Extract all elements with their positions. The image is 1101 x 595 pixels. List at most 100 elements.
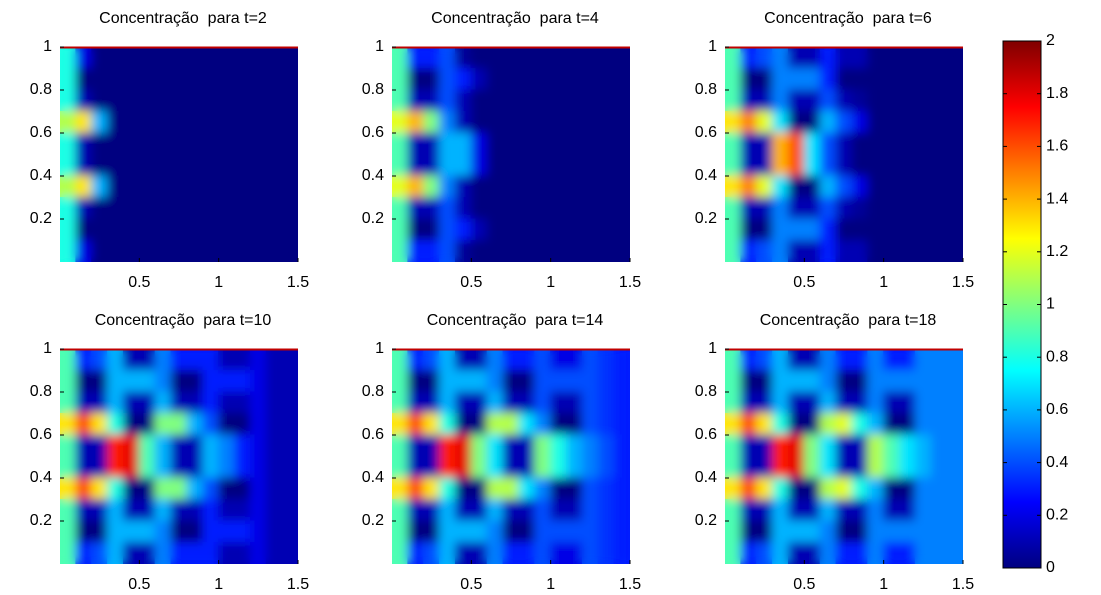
cell <box>502 197 520 220</box>
cell <box>772 197 789 220</box>
cell <box>486 89 504 112</box>
cell <box>407 456 425 479</box>
cell <box>423 391 441 414</box>
cell <box>202 413 220 436</box>
cell <box>154 197 172 220</box>
cell <box>867 434 885 457</box>
cell <box>772 456 789 479</box>
cell <box>60 68 77 91</box>
cell <box>281 391 298 414</box>
cell <box>234 542 251 564</box>
x-tick-label: 1.5 <box>952 274 974 291</box>
cell <box>281 154 298 177</box>
cell <box>392 477 409 500</box>
cell <box>787 68 805 91</box>
cell <box>454 89 472 112</box>
cell <box>851 499 869 522</box>
cell <box>218 542 236 564</box>
cell <box>803 520 821 543</box>
cell <box>407 542 425 564</box>
y-tick-label: 0.4 <box>30 167 52 184</box>
cell <box>946 197 963 220</box>
cell <box>265 132 283 155</box>
cell <box>597 218 615 241</box>
cell <box>756 175 774 198</box>
cell <box>186 477 204 500</box>
cell <box>566 499 583 522</box>
cell <box>867 218 885 241</box>
cell <box>234 349 251 371</box>
cell <box>75 111 93 134</box>
cell <box>281 197 298 220</box>
cell <box>725 175 742 198</box>
cell <box>186 349 204 371</box>
cell <box>581 111 599 134</box>
cell <box>883 413 901 436</box>
cell <box>867 349 885 371</box>
cell <box>202 542 220 564</box>
cell <box>454 154 472 177</box>
cell <box>423 47 441 69</box>
cell <box>454 240 472 262</box>
cell <box>154 434 172 457</box>
cell <box>946 391 963 414</box>
cell <box>75 132 93 155</box>
cell <box>439 456 456 479</box>
cell <box>423 111 441 134</box>
cell <box>392 154 409 177</box>
cell <box>518 520 536 543</box>
cell <box>803 499 821 522</box>
cell <box>122 520 140 543</box>
cell <box>835 197 853 220</box>
cell <box>138 47 156 69</box>
cell <box>597 197 615 220</box>
cell <box>281 175 298 198</box>
cell <box>787 240 805 262</box>
cell <box>470 218 488 241</box>
cell <box>218 370 236 393</box>
cell <box>454 68 472 91</box>
cell <box>518 499 536 522</box>
cell <box>423 542 441 564</box>
cell <box>486 413 504 436</box>
y-tick-label: 0.8 <box>362 81 384 98</box>
cell <box>234 218 251 241</box>
cell <box>819 47 837 69</box>
cell <box>725 154 742 177</box>
cell <box>883 477 901 500</box>
cell <box>914 413 932 436</box>
cell <box>819 68 837 91</box>
y-tick-label: 1 <box>375 340 384 357</box>
cell <box>154 499 172 522</box>
heatmap <box>725 47 963 262</box>
cell <box>170 111 188 134</box>
cell <box>470 175 488 198</box>
cell <box>803 456 821 479</box>
cell <box>867 456 885 479</box>
cell <box>186 391 204 414</box>
cell <box>107 542 124 564</box>
cell <box>803 154 821 177</box>
cell <box>946 154 963 177</box>
cell <box>725 349 742 371</box>
cell <box>486 218 504 241</box>
cell <box>170 349 188 371</box>
panel-title: Concentração para t=14 <box>427 312 604 329</box>
cell <box>170 175 188 198</box>
cell <box>122 132 140 155</box>
y-tick-label: 0.6 <box>695 426 717 443</box>
cell <box>867 132 885 155</box>
cell <box>154 542 172 564</box>
cell <box>186 456 204 479</box>
cell <box>138 111 156 134</box>
cell <box>439 240 456 262</box>
cell <box>186 370 204 393</box>
cell <box>914 89 932 112</box>
cell <box>486 111 504 134</box>
cell <box>914 47 932 69</box>
cell <box>202 89 220 112</box>
cell <box>60 520 77 543</box>
cell <box>946 111 963 134</box>
y-tick-label: 0.4 <box>362 167 384 184</box>
cell <box>249 68 267 91</box>
